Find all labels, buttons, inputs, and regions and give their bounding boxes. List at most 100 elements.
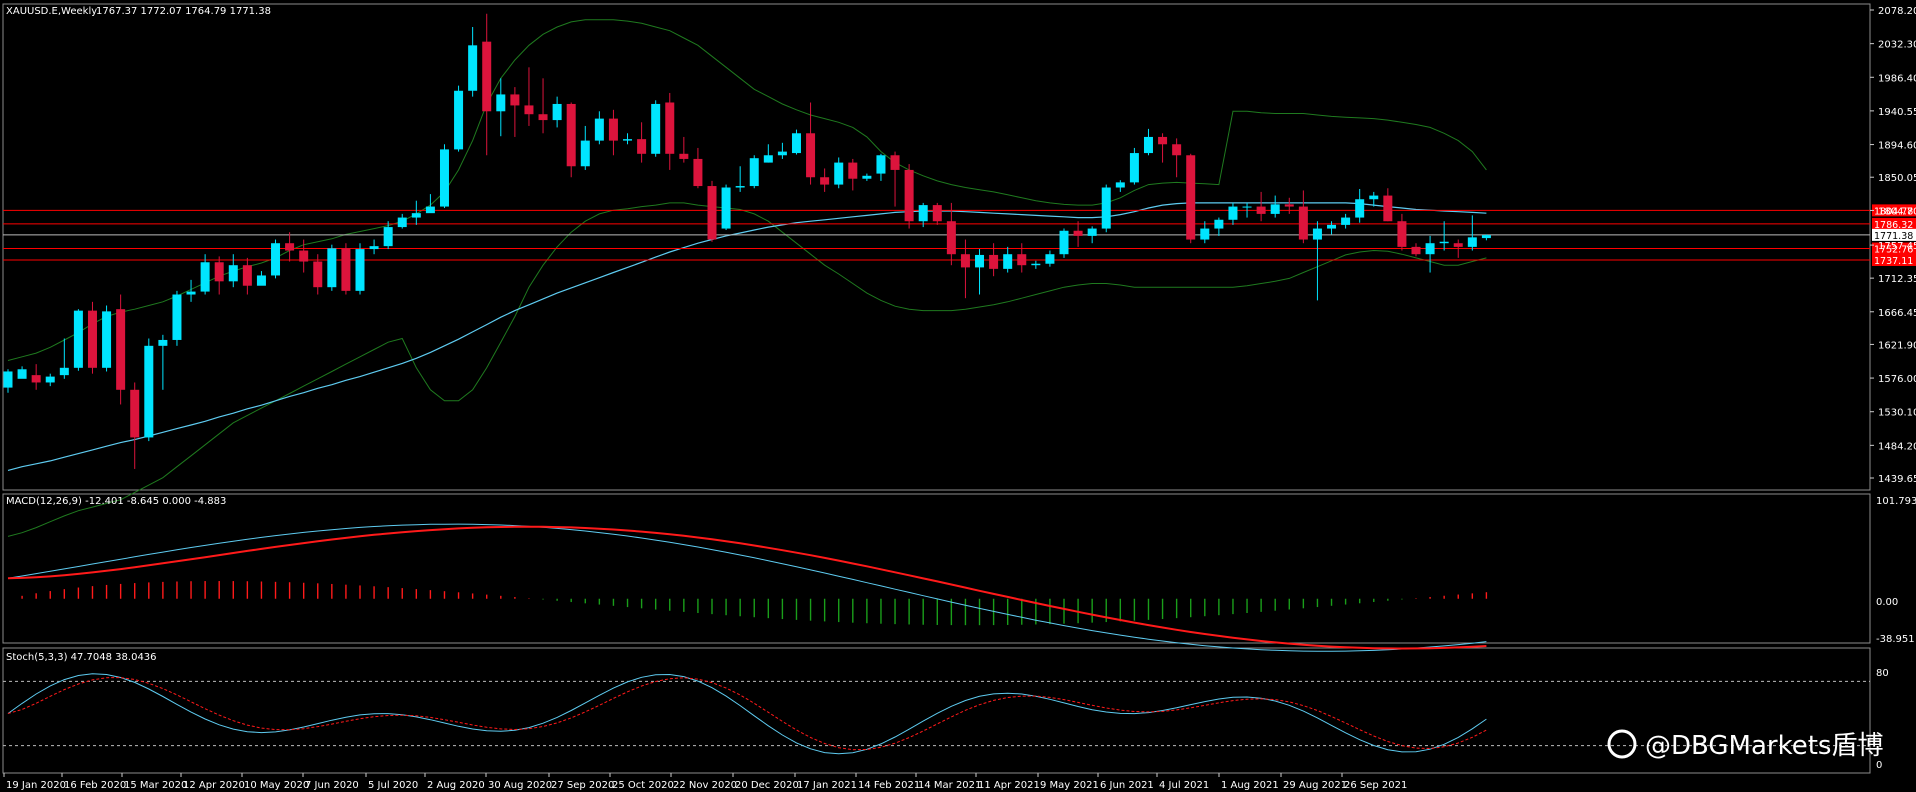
- candle-body: [256, 275, 266, 286]
- candle-body: [1425, 243, 1435, 255]
- time-tick-label: 14 Feb 2021: [858, 780, 920, 791]
- chart-frame: [2, 3, 1871, 774]
- panel-frame: [2, 493, 1871, 644]
- price-tick-label: 1530.10: [1878, 408, 1916, 419]
- time-tick-label: 2 Aug 2020: [427, 780, 485, 791]
- candle-body: [242, 265, 252, 286]
- candle-body: [3, 371, 13, 388]
- price-tick-label: 1712.35: [1878, 274, 1916, 285]
- candle-body: [623, 139, 633, 141]
- candle-body: [834, 162, 844, 185]
- candle-body: [848, 162, 858, 179]
- candle-body: [355, 249, 365, 291]
- candle-body: [1355, 199, 1365, 218]
- watermark: @DBGMarkets盾博: [1607, 729, 1883, 761]
- candle-body: [1284, 204, 1294, 207]
- candle-body: [87, 310, 97, 368]
- candle-body: [552, 103, 562, 121]
- price-tick-label: 1621.90: [1878, 340, 1916, 351]
- candle-body: [383, 227, 393, 247]
- bb-upper-line: [7, 19, 1487, 361]
- time-tick-label: 1 Aug 2021: [1221, 780, 1279, 791]
- time-tick-label: 14 Mar 2021: [918, 780, 981, 791]
- candle-body: [1242, 206, 1252, 208]
- panel-frame: [2, 3, 1871, 491]
- candle-body: [271, 243, 281, 276]
- candle-body: [1158, 136, 1168, 145]
- candle-body: [1172, 144, 1182, 156]
- candle-body: [1467, 237, 1477, 247]
- macd-tick-bottom: -38.951: [1876, 634, 1915, 645]
- stoch-k-line: [7, 673, 1487, 755]
- candle-body: [200, 262, 210, 292]
- time-tick-label: 4 Jul 2021: [1159, 780, 1209, 791]
- stoch-panel: [3, 673, 1870, 755]
- candle-body: [580, 140, 590, 167]
- stoch-tick-80: 80: [1876, 668, 1889, 679]
- candle-body: [116, 309, 126, 390]
- macd-tick-zero: 0.00: [1876, 597, 1898, 608]
- time-tick-label: 19 Jan 2020: [6, 780, 66, 791]
- candle-body: [186, 291, 196, 295]
- level-label: 1804.78: [1874, 206, 1913, 217]
- price-tick-label: 2078.20: [1878, 6, 1916, 17]
- time-tick-label: 6 Jun 2021: [1100, 780, 1154, 791]
- candle-body: [1045, 254, 1055, 264]
- candle-body: [693, 158, 703, 187]
- candle-body: [1073, 230, 1083, 236]
- candle-body: [1101, 187, 1111, 229]
- candle-body: [1298, 206, 1308, 240]
- candle-body: [960, 254, 970, 268]
- candle-body: [228, 265, 238, 282]
- candle-body: [679, 153, 689, 159]
- time-tick-label: 16 Feb 2020: [64, 780, 126, 791]
- candle-body: [1200, 228, 1210, 240]
- candle-body: [510, 94, 520, 106]
- candle-body: [285, 243, 295, 251]
- price-tick-label: 1666.45: [1878, 308, 1916, 319]
- time-tick-label: 7 Jun 2020: [305, 780, 359, 791]
- symbol-label: XAUUSD.E,Weekly: [6, 6, 97, 17]
- price-tick-label: 1757.45: [1878, 241, 1916, 252]
- candle-body: [566, 103, 576, 167]
- candle-body: [102, 311, 112, 368]
- time-tick-label: 12 Apr 2020: [183, 780, 245, 791]
- candle-body: [130, 389, 140, 438]
- candle-body: [454, 90, 464, 150]
- candle-body: [651, 103, 661, 154]
- candle-body: [538, 114, 548, 121]
- candle-body: [763, 155, 773, 163]
- stoch-d-line: [7, 677, 1487, 751]
- bollinger-bands: [7, 19, 1487, 537]
- price-tick-label: 2032.30: [1878, 40, 1916, 51]
- candle-body: [313, 261, 323, 288]
- time-tick-label: 30 Aug 2020: [488, 780, 552, 791]
- candle-body: [1312, 228, 1322, 240]
- time-tick-label: 26 Sep 2021: [1344, 780, 1407, 791]
- candle-body: [524, 105, 534, 115]
- candle-body: [862, 175, 872, 179]
- level-label: 1752.76: [1874, 245, 1913, 256]
- level-tag: [1872, 217, 1916, 230]
- candle-body: [946, 221, 956, 255]
- candle-body: [1059, 230, 1069, 255]
- candle-body: [1481, 235, 1491, 239]
- candle-body: [1129, 153, 1139, 183]
- time-tick-label: 10 May 2020: [244, 780, 309, 791]
- candle-body: [890, 155, 900, 170]
- candle-body: [1439, 241, 1449, 244]
- time-tick-label: 27 Sep 2020: [551, 780, 614, 791]
- candle-body: [482, 41, 492, 112]
- candle-body: [721, 187, 731, 229]
- macd-signal-line: [7, 525, 1487, 650]
- candle-body: [1003, 254, 1013, 269]
- candle-body: [975, 254, 985, 268]
- price-tick-label: 1894.60: [1878, 141, 1916, 152]
- moving-average-line: [7, 202, 1487, 471]
- candle-body: [172, 294, 182, 340]
- candle-body: [806, 133, 816, 178]
- watermark-text: @DBGMarkets盾博: [1645, 731, 1883, 761]
- candle-body: [341, 248, 351, 291]
- candle-body: [496, 94, 506, 112]
